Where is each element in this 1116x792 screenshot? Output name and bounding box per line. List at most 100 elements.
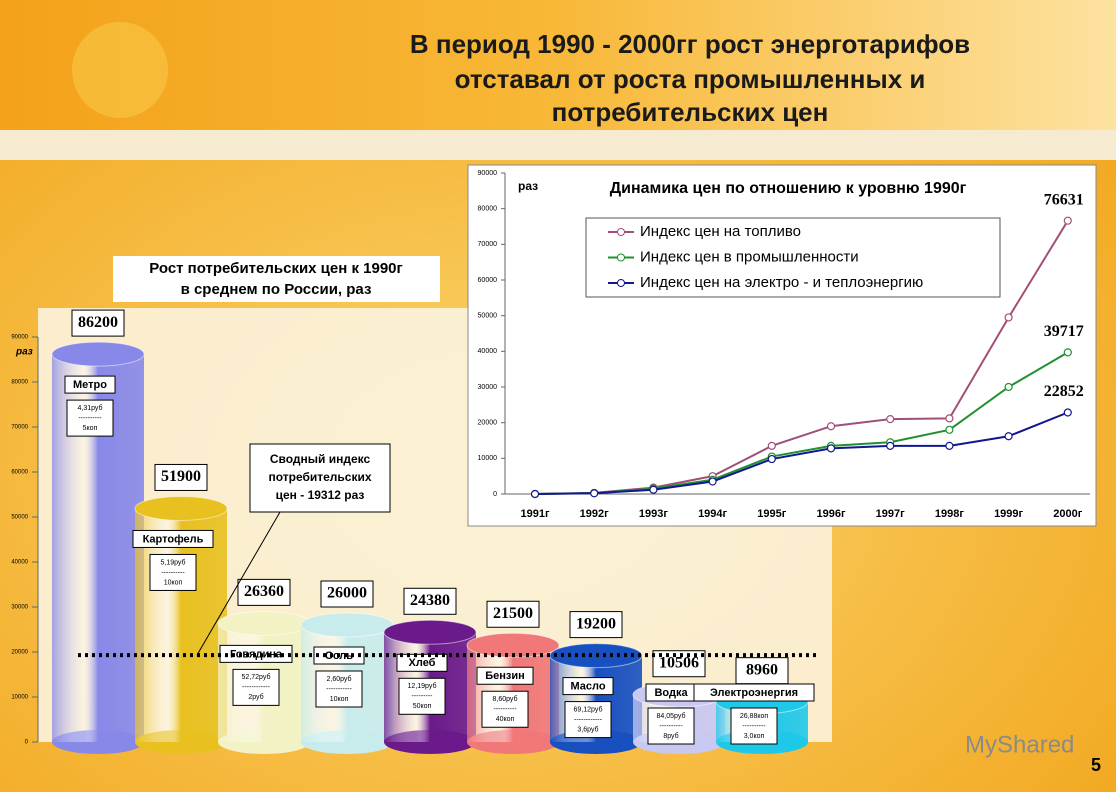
category-box	[132, 529, 214, 548]
category-label: Хлеб	[409, 657, 436, 669]
x-tick-label: 1998г	[935, 508, 964, 520]
x-tick-label: 1999г	[994, 508, 1023, 520]
annotation: Сводный индекс	[270, 452, 371, 466]
note: 2,60руб	[326, 675, 351, 683]
logo	[72, 22, 168, 118]
point	[649, 485, 658, 494]
chart-title: Динамика цен по отношению к уровню 1990г	[610, 180, 967, 197]
note: 3,6руб	[577, 725, 598, 733]
point	[767, 441, 776, 450]
value-label: 39717	[1044, 323, 1084, 340]
category-box	[476, 666, 534, 685]
note: 52,72руб	[242, 673, 271, 681]
x-tick-label: 1993г	[639, 508, 668, 520]
legend-marker	[617, 279, 625, 287]
y-tick-label: 20000	[11, 650, 28, 656]
y-axis-label: раз	[518, 179, 538, 193]
point	[945, 414, 954, 423]
note: 10коп	[164, 579, 183, 586]
note: 5коп	[83, 425, 98, 432]
y-tick-label: 0	[25, 740, 29, 746]
annotation-arrow	[196, 511, 281, 656]
point	[1063, 408, 1072, 417]
bar-top	[383, 619, 477, 645]
point	[826, 422, 836, 431]
y-tick-label: 0	[493, 491, 497, 498]
category-label: Картофель	[143, 533, 204, 545]
value-label-box	[154, 463, 208, 491]
category-label: Метро	[73, 379, 107, 391]
point	[826, 444, 836, 453]
x-tick-label: 2000г	[1053, 508, 1082, 520]
note: 3,0коп	[744, 733, 765, 740]
y-tick-label: 70000	[11, 425, 28, 431]
chart-title: в среднем по России, раз	[181, 281, 372, 298]
note: 5,19руб	[160, 558, 185, 566]
value-label: 10506	[659, 654, 699, 671]
page-number: 5	[1091, 755, 1101, 775]
note: ----------	[742, 723, 766, 730]
note: 84,05руб	[657, 712, 686, 720]
value-label-box	[320, 580, 374, 608]
value-label-box	[486, 600, 540, 628]
value-label: 8960	[746, 661, 778, 678]
y-tick-label: 30000	[11, 605, 28, 611]
chart-title-box	[113, 256, 440, 302]
y-tick-label: 10000	[11, 695, 28, 701]
value-label-box	[569, 611, 623, 639]
point	[945, 425, 954, 434]
value-label-box	[735, 657, 789, 685]
value-label: 24380	[410, 592, 450, 609]
y-tick-label: 90000	[478, 170, 498, 177]
x-tick-label: 1992г	[580, 508, 609, 520]
bar-top	[217, 610, 311, 636]
y-tick-label: 50000	[11, 515, 28, 521]
note: -----------	[326, 686, 352, 693]
legend-marker	[617, 228, 625, 236]
note: 12,19руб	[408, 682, 437, 690]
header-stripe	[0, 130, 1116, 160]
note: 26,88коп	[740, 713, 769, 720]
line	[534, 411, 1069, 495]
bar-top	[300, 612, 394, 638]
y-tick-label: 20000	[478, 420, 498, 427]
x-tick-label: 1994г	[698, 508, 727, 520]
category-label: Масло	[570, 681, 605, 693]
point	[1004, 382, 1013, 392]
value-label: 86200	[78, 314, 118, 331]
note: 40коп	[496, 716, 515, 723]
category-box	[64, 375, 116, 394]
point	[886, 415, 895, 424]
x-tick-label: 1996г	[816, 508, 845, 520]
annotation: цен - 19312 раз	[276, 488, 365, 502]
category-label: Водка	[654, 687, 688, 699]
category-label: Электроэнергия	[710, 687, 798, 699]
value-label-box	[403, 587, 457, 615]
y-tick-label: 40000	[11, 560, 28, 566]
y-tick-label: 80000	[478, 206, 498, 213]
bar-top	[51, 341, 145, 367]
y-tick-label: 50000	[478, 313, 498, 320]
value-label: 19200	[576, 615, 616, 632]
point	[1063, 348, 1072, 357]
note-box	[564, 701, 612, 739]
note-box	[315, 670, 363, 708]
slide-title: отставал от роста промышленных и	[455, 64, 926, 94]
point	[708, 477, 717, 486]
note: ----------	[493, 706, 517, 713]
point	[1063, 216, 1072, 225]
legend	[585, 217, 1001, 298]
value-label: 22852	[1044, 383, 1084, 400]
note: 50коп	[413, 703, 432, 710]
note: ------------	[242, 684, 271, 691]
slide-title: потребительских цен	[552, 97, 829, 127]
value-label: 26360	[244, 583, 284, 600]
note: 4,31руб	[77, 404, 102, 412]
chart-title: Рост потребительских цен к 1990г	[149, 260, 403, 277]
category-box	[693, 683, 815, 702]
annotation: потребительских	[268, 470, 371, 484]
y-tick-label: 90000	[11, 335, 28, 341]
bar-top	[134, 495, 228, 521]
value-label: 21500	[493, 605, 533, 622]
